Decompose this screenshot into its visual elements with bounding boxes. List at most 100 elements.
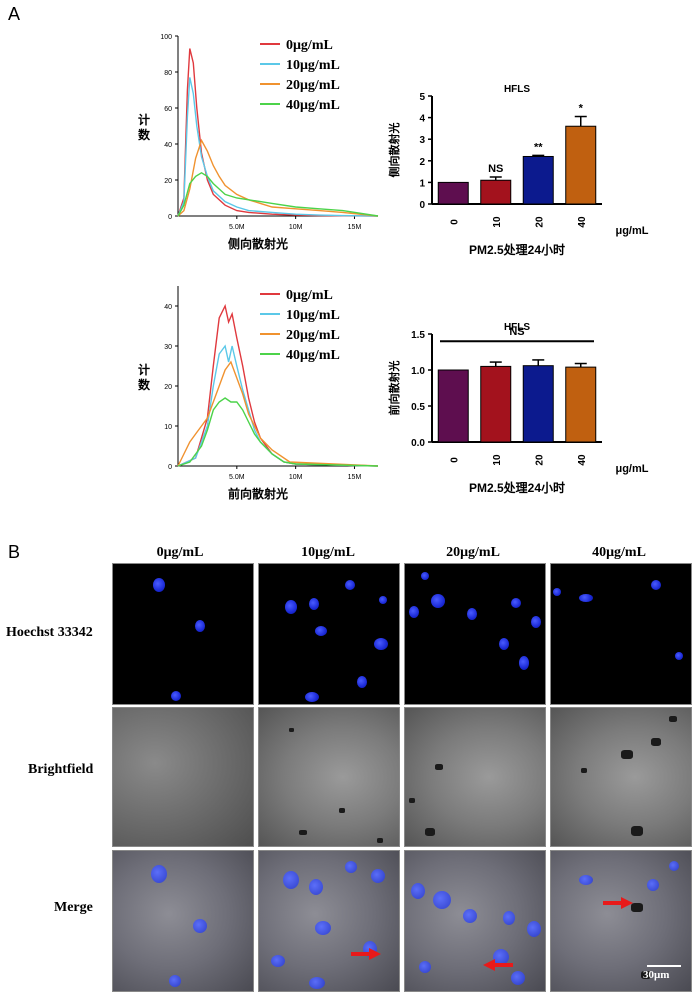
legend-label-1: 10μg/mL [286, 58, 340, 73]
x-axis-label: PM2.5处理24小时 [469, 242, 565, 257]
image-brightfield-0 [112, 707, 254, 847]
legend-label-3: 40μg/mL [286, 98, 340, 113]
bar-chart-side-scatter: 0 1 2 3 4 5 HFLS 侧向散射光 0 10 NS 20 ** 40 * μg/mL PM2.5处理2… [387, 84, 649, 257]
bar-2 [522, 155, 554, 205]
significance-label-2: ** [534, 141, 543, 153]
x-tick-label: 15M [348, 474, 362, 481]
image-merge-10 [258, 850, 400, 992]
red-arrow-icon [351, 948, 381, 960]
category-label-2: 20 [534, 454, 545, 466]
series-line-1 [177, 77, 379, 217]
legend-label-1: 10μg/mL [286, 308, 340, 323]
red-arrow-icon [483, 959, 513, 971]
legend-label-2: 20μg/mL [286, 78, 340, 93]
chart-title: HFLS [504, 84, 530, 95]
x-tick-label: 5.0M [229, 474, 245, 481]
image-merge-40: 30μm [550, 850, 692, 992]
scale-bar-label: 30μm [643, 969, 670, 981]
category-label-0: 0 [449, 219, 460, 225]
series-line-3 [177, 171, 379, 217]
legend-label-0: 0μg/mL [286, 288, 333, 303]
red-arrow-icon [603, 897, 633, 909]
y-tick-label: 60 [164, 106, 172, 113]
category-label-2: 20 [534, 216, 545, 228]
row-label-merge: Merge [54, 900, 93, 915]
y-tick-label: 1.5 [411, 330, 425, 341]
y-tick-label: 0 [419, 200, 425, 211]
panel-b-label: B [8, 542, 21, 562]
bar-2 [522, 365, 554, 443]
y-tick-label: 10 [164, 424, 172, 431]
significance-label-all: NS [509, 326, 524, 338]
chart-title: HFLS [504, 322, 530, 333]
image-hoechst-0 [112, 563, 254, 705]
image-brightfield-20 [404, 707, 546, 847]
image-hoechst-10 [258, 563, 400, 705]
y-axis-label: 数 [138, 127, 151, 142]
y-tick-label: 100 [160, 34, 172, 41]
y-tick-label: 0.0 [411, 438, 425, 449]
image-merge-20 [404, 850, 546, 992]
col-label-0: 0μg/mL [156, 545, 204, 560]
category-label-3: 40 [577, 216, 588, 228]
col-label-40: 40μg/mL [592, 545, 646, 560]
y-tick-label: 20 [164, 178, 172, 185]
y-tick-label: 5 [419, 92, 425, 103]
y-tick-label: 4 [419, 114, 425, 125]
y-tick-label: 2 [419, 157, 425, 168]
image-hoechst-40 [550, 563, 692, 705]
col-label-20: 20μg/mL [446, 545, 500, 560]
bar-3 [565, 125, 597, 205]
row-label-brightfield: Brightfield [28, 762, 94, 777]
category-label-1: 10 [492, 216, 503, 228]
image-brightfield-40 [550, 707, 692, 847]
category-label-3: 40 [577, 454, 588, 466]
x-axis-label: 前向散射光 [228, 486, 288, 501]
y-tick-label: 40 [164, 142, 172, 149]
y-tick-label: 0 [168, 214, 172, 221]
y-tick-label: 1.0 [411, 366, 425, 377]
image-brightfield-10 [258, 707, 400, 847]
x-tick-label: 10M [289, 224, 303, 231]
significance-label-3: * [579, 103, 584, 115]
series-line-1 [177, 344, 379, 467]
y-tick-label: 0.5 [411, 402, 425, 413]
image-merge-0 [112, 850, 254, 992]
row-label-hoechst: Hoechst 33342 [6, 625, 93, 640]
bar-0 [437, 369, 469, 443]
significance-label-1: NS [488, 163, 503, 175]
y-tick-label: 20 [164, 384, 172, 391]
y-axis-label: 侧向散射光 [387, 123, 401, 178]
col-label-10: 10μg/mL [301, 545, 355, 560]
histogram-forward-scatter: 0 10 20 30 40 5.0M 10M 15M 前向散射光 计数 0μg/mL 10μg/mL 2… [138, 286, 379, 501]
x-tick-label: 5.0M [229, 224, 245, 231]
unit-label: μg/mL [615, 463, 648, 475]
panel-a-label: A [8, 4, 21, 24]
y-tick-label: 0 [168, 464, 172, 471]
unit-label: μg/mL [615, 225, 648, 237]
y-axis-label: 前向散射光 [387, 361, 401, 416]
y-tick-label: 30 [164, 344, 172, 351]
category-label-1: 10 [492, 454, 503, 466]
scale-bar [647, 965, 681, 967]
x-tick-label: 15M [348, 224, 362, 231]
y-tick-label: 1 [419, 178, 425, 189]
x-axis-label: PM2.5处理24小时 [469, 480, 565, 495]
legend-label-0: 0μg/mL [286, 38, 333, 53]
series-line-3 [177, 397, 379, 467]
bar-1 [480, 365, 512, 443]
image-hoechst-20 [404, 563, 546, 705]
y-tick-label: 40 [164, 304, 172, 311]
series-line-2 [177, 138, 379, 217]
legend-label-2: 20μg/mL [286, 328, 340, 343]
y-tick-label: 3 [419, 135, 425, 146]
bar-chart-forward-scatter: 0.0 0.5 1.0 1.5 HFLS 前向散射光 0 10 20 40 μg/mL PM2.5处理… [387, 322, 649, 495]
x-tick-label: 10M [289, 474, 303, 481]
bar-1 [480, 179, 512, 205]
series-line-2 [177, 360, 379, 467]
x-axis-label: 侧向散射光 [228, 236, 288, 251]
legend-label-3: 40μg/mL [286, 348, 340, 363]
y-axis-label: 数 [138, 377, 151, 392]
series-line-0 [177, 303, 379, 467]
series-line-0 [177, 48, 379, 217]
